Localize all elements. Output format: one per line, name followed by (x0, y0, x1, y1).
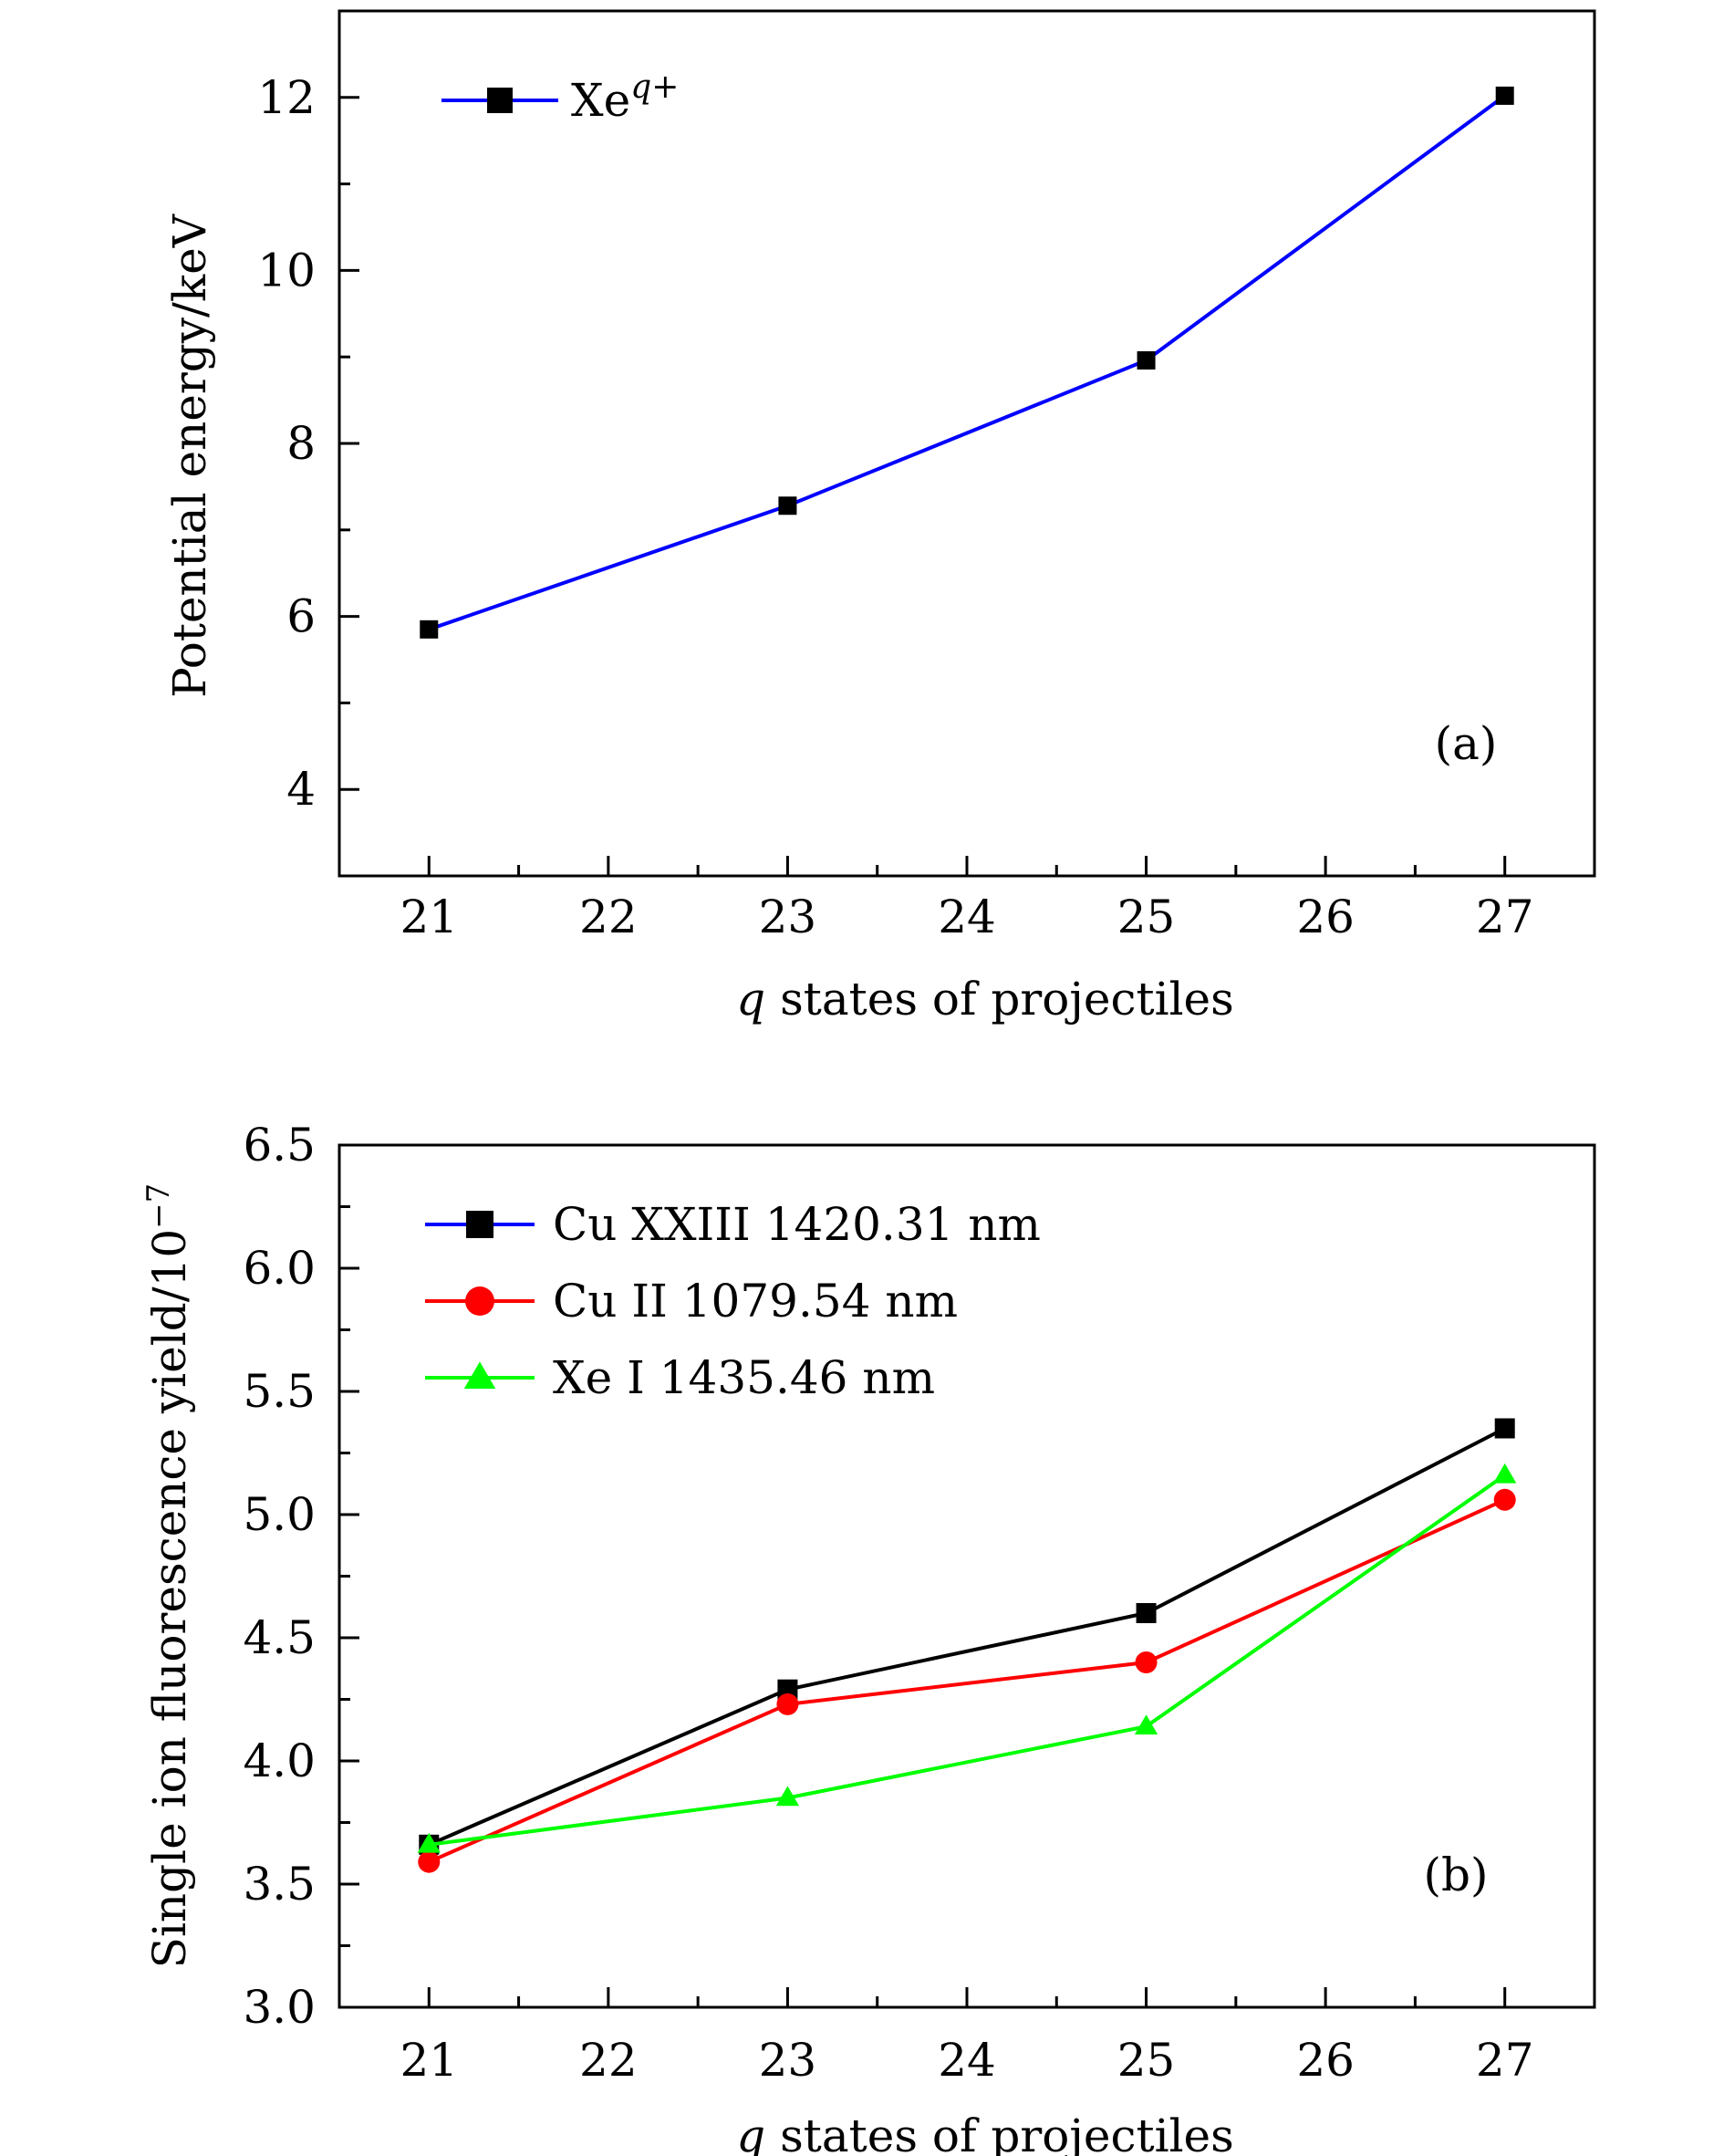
x-axis-variable: q (736, 973, 765, 1026)
data-point (1136, 1603, 1157, 1623)
x-axis-title: q states of projectiles (736, 2109, 1234, 2156)
y-tick-label: 4 (286, 763, 316, 816)
chart-panel-a: 21 22 23 24 25 26 27 4 6 8 10 12 q states of project… (163, 9, 1596, 1026)
x-axis-title-text: states of projectiles (765, 973, 1234, 1026)
x-tick-label: 22 (579, 2034, 638, 2087)
y-axis-title-base: Single ion fluorescence yield/10 (143, 1229, 196, 1969)
y-axis-title: Potential energy/keV (163, 214, 216, 698)
legend-label-base: Xe (571, 74, 630, 127)
legend: Xeq+ (441, 68, 679, 127)
series-line (429, 1474, 1506, 1847)
x-tick-label: 27 (1476, 2034, 1534, 2087)
legend-marker (463, 1361, 496, 1389)
x-tick-label: 23 (759, 2034, 817, 2087)
chart-panel-b: 21 22 23 24 25 26 27 3.0 3.5 4.0 4.5 5.0 5.5 6.0 6.5 q … (140, 1119, 1596, 2156)
legend-marker (487, 88, 513, 113)
x-tick-label: 26 (1296, 2034, 1355, 2087)
series-line (428, 1426, 1506, 1847)
y-tick-label: 12 (257, 71, 316, 124)
legend-label: Cu II 1079.54 nm (553, 1275, 958, 1328)
data-point (1137, 350, 1156, 370)
x-tick-label: 24 (938, 2034, 996, 2087)
data-point (1493, 1488, 1516, 1511)
legend-label-superscript: q+ (630, 68, 679, 106)
y-tick-label: 5.0 (243, 1488, 316, 1541)
data-point (1135, 1651, 1158, 1673)
panel-label: (b) (1423, 1849, 1488, 1901)
y-axis-title: Single ion fluorescence yield/10−7 (140, 1183, 196, 1969)
x-axis-title: q states of projectiles (736, 973, 1234, 1026)
legend-label: Xe I 1435.46 nm (553, 1351, 935, 1404)
legend-marker (465, 1286, 494, 1316)
y-tick-label: 6.0 (243, 1242, 316, 1295)
x-tick-label: 21 (400, 2034, 458, 2087)
x-tick-label: 23 (759, 891, 817, 943)
data-point (775, 1786, 800, 1807)
data-point (778, 496, 797, 516)
y-tick-label: 4.5 (243, 1611, 316, 1664)
data-point (420, 620, 439, 639)
x-axis-variable: q (736, 2109, 765, 2156)
series-line (428, 94, 1506, 631)
plot-frame (338, 1143, 1596, 2009)
series-line (428, 1497, 1506, 1864)
x-tick-label: 25 (1117, 2034, 1176, 2087)
data-point (777, 1679, 798, 1700)
y-tick-label: 6 (286, 590, 316, 643)
y-tick-label: 5.5 (243, 1365, 316, 1418)
x-axis-title-text: states of projectiles (765, 2109, 1234, 2156)
y-tick-label: 4.0 (243, 1734, 316, 1787)
y-tick-label: 8 (286, 417, 316, 470)
data-point (418, 1850, 441, 1873)
x-tick-label: 26 (1296, 891, 1355, 943)
legend-label: Cu XXIII 1420.31 nm (553, 1198, 1041, 1251)
data-point (1495, 86, 1514, 105)
data-point (1494, 1418, 1515, 1439)
x-tick-label: 24 (938, 891, 996, 943)
y-tick-label: 3.0 (243, 1981, 316, 2034)
legend-label: Xeq+ (571, 68, 679, 127)
y-tick-label: 3.5 (243, 1858, 316, 1911)
panel-label: (a) (1435, 717, 1498, 770)
y-axis-title-exponent: −7 (140, 1183, 177, 1229)
x-tick-label: 27 (1476, 891, 1534, 943)
x-tick-label: 21 (400, 891, 458, 943)
x-tick-label: 25 (1117, 891, 1176, 943)
data-point (1134, 1714, 1158, 1734)
y-tick-label: 10 (257, 244, 316, 297)
legend: Cu XXIII 1420.31 nm Cu II 1079.54 nm Xe I … (425, 1198, 1041, 1404)
y-tick-label: 6.5 (243, 1119, 316, 1172)
data-point (776, 1693, 799, 1715)
legend-marker (466, 1211, 493, 1238)
plot-frame (338, 9, 1596, 878)
data-point (417, 1832, 441, 1853)
x-tick-label: 22 (579, 891, 638, 943)
data-point (1493, 1463, 1517, 1484)
